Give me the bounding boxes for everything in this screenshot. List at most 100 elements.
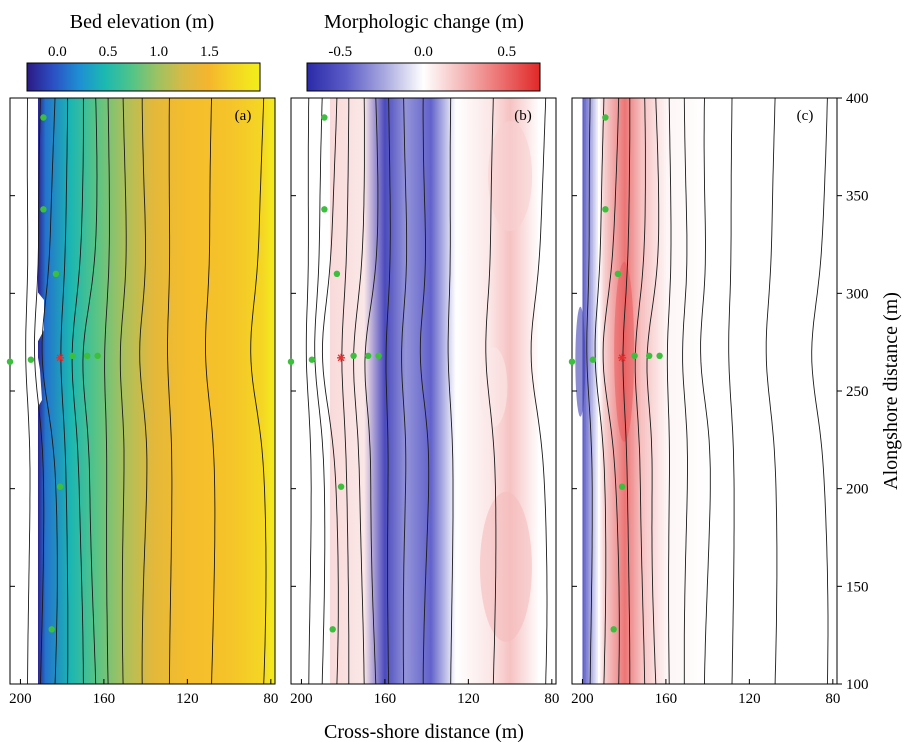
panel-label-a: (a) [235, 108, 252, 124]
x-tick-label: 200 [9, 691, 32, 707]
colorbar-change-tick-label: -0.5 [328, 44, 352, 60]
sensor-marker [656, 352, 663, 359]
contour-line [104, 98, 110, 684]
contour-line [385, 98, 391, 684]
x-tick-label: 200 [290, 691, 313, 707]
change-strip [707, 98, 717, 684]
contour-line [401, 98, 408, 684]
contour-line [586, 98, 593, 684]
y-tick-label: 100 [846, 677, 869, 693]
sensor-marker [618, 483, 626, 490]
contour-line [139, 98, 148, 684]
change-strip [610, 98, 613, 684]
change-strip [733, 98, 744, 684]
change-strip [803, 98, 813, 684]
colorbar-elevation [26, 62, 261, 92]
sensor-marker [602, 206, 609, 213]
contours-a [25, 98, 267, 684]
contour-line [765, 98, 778, 684]
sensor-marker [94, 352, 101, 359]
change-strip [759, 98, 770, 684]
contours-c [586, 98, 829, 684]
y-tick-label: 150 [846, 579, 869, 595]
change-strip [672, 98, 677, 684]
contour-line [60, 98, 69, 684]
x-tick-label: 120 [457, 691, 480, 707]
change-strip [700, 98, 705, 684]
change-strip [725, 98, 735, 684]
change-strip [742, 98, 752, 684]
sensor-marker [375, 352, 382, 359]
change-strip [592, 98, 596, 684]
y-tick-label: 250 [846, 384, 869, 400]
deposition-blob [488, 121, 533, 232]
x-tick-label: 120 [738, 691, 761, 707]
sensor-marker [6, 358, 14, 365]
x-tick-label: 120 [176, 691, 199, 707]
contour-line [25, 98, 31, 684]
contour-line [530, 98, 548, 684]
sensor-marker [646, 352, 653, 359]
sensor-marker [52, 270, 60, 277]
change-strip [591, 98, 594, 684]
sensor-marker [56, 483, 64, 490]
colorbar-elevation-tick-label: 0.0 [48, 44, 67, 60]
contour-line [682, 98, 688, 684]
sensor-marker [602, 114, 609, 121]
contour-line [305, 98, 312, 684]
contour-line [341, 98, 350, 684]
change-strip [661, 98, 665, 684]
contour-line [419, 98, 430, 684]
contour-line [205, 98, 216, 684]
contour-line [646, 98, 660, 684]
contour-line [314, 98, 326, 684]
contour-line [666, 98, 672, 684]
x-tick-label: 80 [825, 691, 840, 707]
change-strip [659, 98, 663, 684]
contour-line [594, 98, 607, 684]
panel-a [10, 98, 275, 684]
contour-line [634, 98, 646, 684]
sensor-marker [40, 206, 47, 213]
sensor-marker [27, 356, 35, 363]
change-strip [657, 98, 661, 684]
colorbar-elevation-tick-label: 0.5 [99, 44, 118, 60]
sensor-marker [308, 356, 316, 363]
contour-line [700, 98, 711, 684]
sensor-marker [69, 352, 76, 359]
change-strip [794, 98, 804, 684]
y-tick-label: 400 [846, 91, 869, 107]
change-strip [613, 98, 617, 684]
sensor-marker-red [618, 353, 627, 362]
sensor-marker [287, 358, 295, 365]
deposition-blob [479, 347, 508, 428]
change-strip [640, 98, 644, 684]
sensor-marker [337, 483, 345, 490]
x-tick-label: 160 [655, 691, 678, 707]
contour-line [622, 98, 631, 684]
colorbar-change-ticks: -0.5 0.0 0.5 [328, 44, 516, 60]
contour-line [167, 98, 173, 684]
field-elevation [38, 98, 275, 684]
sensor-marker-red [56, 353, 65, 362]
contour-line [321, 98, 339, 684]
change-strip [598, 98, 601, 684]
change-strip [584, 98, 587, 684]
change-strip [632, 98, 635, 684]
change-strip [645, 98, 648, 684]
sensor-markers [6, 114, 663, 633]
sensor-marker [333, 270, 341, 277]
panel-c [572, 98, 837, 684]
y-axis-label: Alongshore distance (m) [880, 292, 902, 490]
sensor-marker [350, 352, 357, 359]
change-strip [638, 98, 641, 684]
change-strip [651, 98, 654, 684]
change-strip [768, 98, 778, 684]
colorbar-title-change: Morphologic change (m) [324, 11, 524, 33]
change-strip [649, 98, 652, 684]
deposition-blob [479, 491, 532, 642]
colorbar-change-tick-label: 0.0 [414, 44, 433, 60]
change-strip [716, 98, 726, 684]
change-strip [589, 98, 592, 684]
